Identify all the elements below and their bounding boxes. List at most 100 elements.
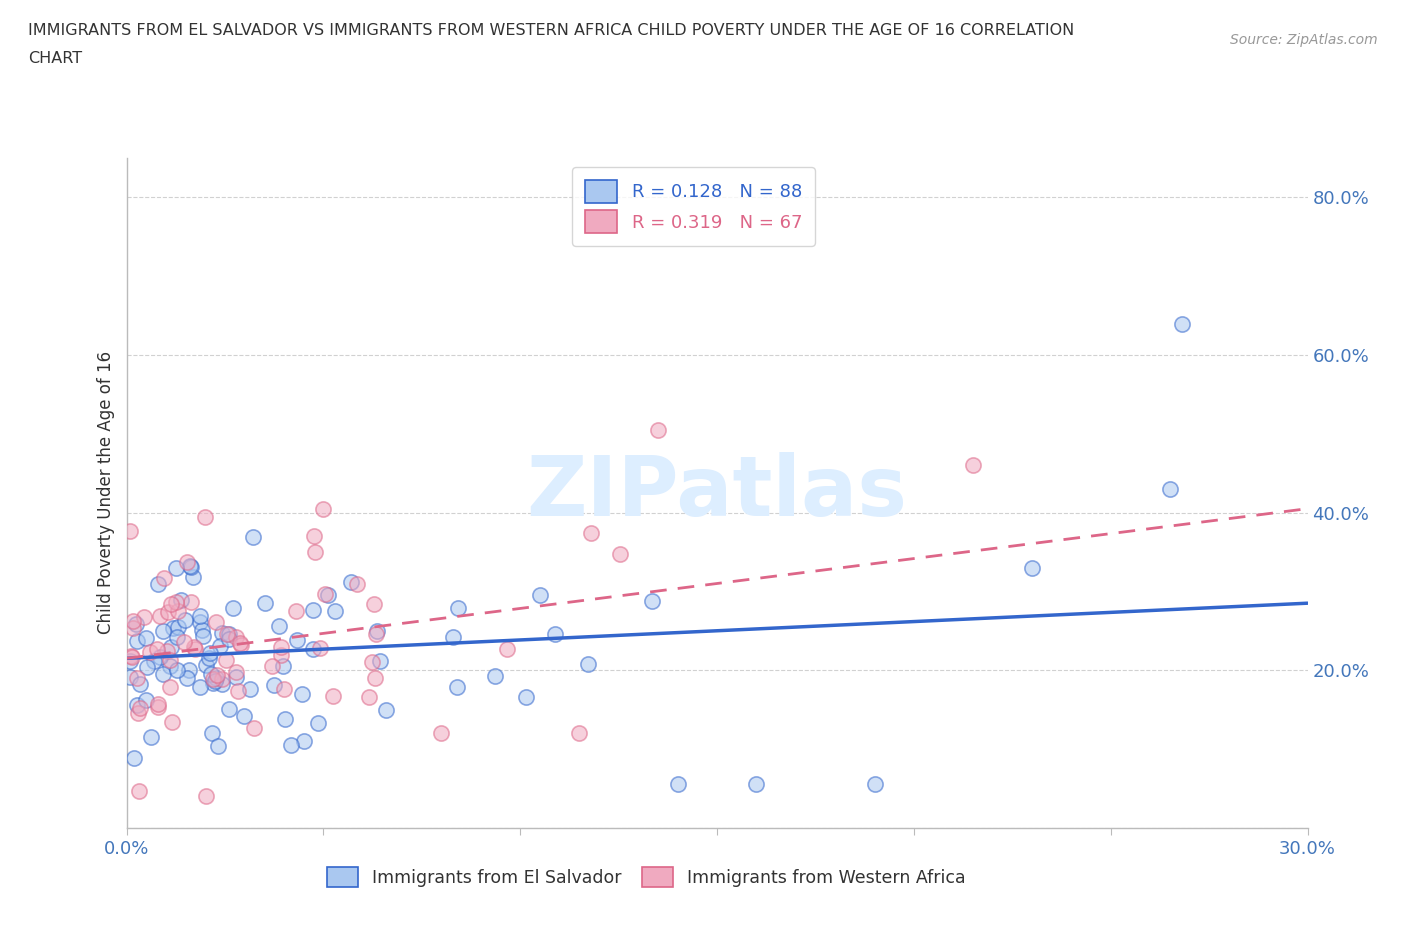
Point bbox=[291, 686, 314, 701]
Point bbox=[120, 648, 142, 663]
Point bbox=[441, 630, 464, 644]
Point bbox=[361, 655, 384, 670]
Point bbox=[225, 630, 247, 644]
Point bbox=[225, 670, 247, 684]
Point bbox=[225, 665, 247, 680]
Point bbox=[205, 615, 228, 630]
Point bbox=[146, 642, 169, 657]
Point bbox=[211, 677, 233, 692]
Point bbox=[135, 631, 157, 645]
Point bbox=[211, 625, 233, 640]
Point bbox=[166, 604, 188, 618]
Point bbox=[129, 701, 152, 716]
Point bbox=[194, 509, 217, 524]
Point bbox=[370, 653, 392, 668]
Point bbox=[215, 652, 238, 667]
Point bbox=[280, 737, 302, 752]
Point bbox=[143, 654, 166, 669]
Point bbox=[1170, 316, 1192, 331]
Point bbox=[173, 635, 195, 650]
Point bbox=[239, 682, 262, 697]
Point bbox=[176, 554, 198, 569]
Point bbox=[128, 677, 150, 692]
Point bbox=[208, 639, 231, 654]
Point bbox=[346, 577, 368, 591]
Point bbox=[226, 683, 249, 698]
Point bbox=[122, 621, 145, 636]
Point bbox=[160, 715, 183, 730]
Point bbox=[198, 651, 221, 666]
Point bbox=[166, 630, 188, 644]
Point bbox=[148, 608, 170, 623]
Point bbox=[304, 545, 326, 560]
Point bbox=[484, 669, 506, 684]
Point bbox=[316, 588, 339, 603]
Point bbox=[302, 642, 325, 657]
Point bbox=[641, 593, 664, 608]
Point bbox=[529, 588, 551, 603]
Point bbox=[160, 640, 183, 655]
Point bbox=[184, 642, 207, 657]
Point bbox=[666, 777, 689, 791]
Point bbox=[127, 706, 149, 721]
Point bbox=[120, 670, 142, 684]
Point bbox=[125, 698, 148, 712]
Point bbox=[745, 777, 768, 791]
Point bbox=[242, 529, 264, 544]
Point bbox=[447, 601, 470, 616]
Point bbox=[135, 692, 157, 707]
Point bbox=[375, 702, 398, 717]
Point bbox=[128, 783, 150, 798]
Point bbox=[218, 631, 240, 646]
Point bbox=[496, 642, 519, 657]
Point bbox=[267, 619, 290, 634]
Point bbox=[167, 619, 190, 634]
Text: Source: ZipAtlas.com: Source: ZipAtlas.com bbox=[1230, 33, 1378, 46]
Point bbox=[211, 671, 233, 686]
Point bbox=[301, 603, 323, 618]
Point bbox=[159, 680, 181, 695]
Point bbox=[568, 725, 591, 740]
Point bbox=[146, 697, 169, 711]
Point bbox=[201, 725, 224, 740]
Point bbox=[122, 614, 145, 629]
Point bbox=[141, 729, 163, 744]
Point bbox=[340, 574, 363, 589]
Point bbox=[243, 721, 266, 736]
Point bbox=[363, 597, 385, 612]
Point bbox=[207, 668, 229, 683]
Y-axis label: Child Poverty Under the Age of 16: Child Poverty Under the Age of 16 bbox=[97, 352, 115, 634]
Point bbox=[609, 547, 631, 562]
Point bbox=[515, 690, 537, 705]
Point bbox=[364, 671, 387, 685]
Point bbox=[120, 524, 142, 538]
Point bbox=[146, 699, 169, 714]
Point bbox=[165, 594, 187, 609]
Point bbox=[122, 751, 145, 765]
Point bbox=[207, 738, 229, 753]
Point bbox=[190, 679, 212, 694]
Point bbox=[173, 613, 195, 628]
Point bbox=[156, 604, 179, 619]
Point bbox=[309, 640, 332, 655]
Point bbox=[323, 604, 346, 618]
Point bbox=[165, 561, 187, 576]
Point bbox=[215, 627, 238, 642]
Point bbox=[218, 626, 240, 641]
Point bbox=[159, 653, 181, 668]
Point bbox=[125, 617, 148, 631]
Point bbox=[153, 571, 176, 586]
Point bbox=[285, 632, 308, 647]
Point bbox=[176, 671, 198, 685]
Point bbox=[138, 644, 160, 659]
Point bbox=[579, 526, 602, 541]
Point bbox=[132, 609, 155, 624]
Point bbox=[183, 640, 205, 655]
Text: CHART: CHART bbox=[28, 51, 82, 66]
Point bbox=[159, 659, 181, 674]
Point bbox=[229, 635, 252, 650]
Point bbox=[166, 663, 188, 678]
Point bbox=[222, 600, 245, 615]
Point bbox=[273, 682, 295, 697]
Legend: Immigrants from El Salvador, Immigrants from Western Africa: Immigrants from El Salvador, Immigrants … bbox=[318, 858, 974, 896]
